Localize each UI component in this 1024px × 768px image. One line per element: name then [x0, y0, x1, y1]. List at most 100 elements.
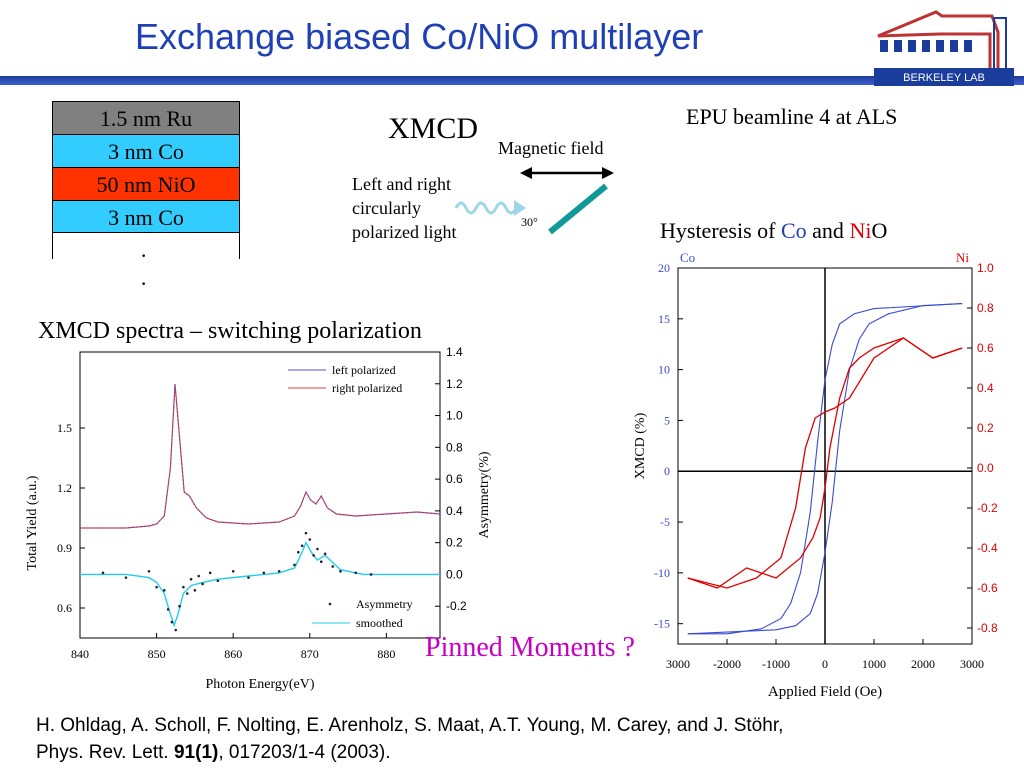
- y2-tick-label: -0.6: [977, 581, 998, 595]
- x-tick-label: 880: [377, 647, 395, 661]
- spectra-chart: 840 850 860 870 880 0.6 0.9 1.2 1.5 -0.2 0.0 0.2 0.4…: [25, 345, 492, 692]
- stack-continuation: [52, 233, 240, 259]
- y2-tick-label: -0.2: [977, 501, 998, 515]
- angle-label: 30°: [521, 215, 538, 229]
- legend-label-right: right polarized: [332, 381, 402, 395]
- x-tick-label: -2000: [713, 657, 741, 671]
- hyst-title-o: O: [871, 218, 888, 243]
- y-tick-label: -10: [654, 566, 670, 580]
- asymmetry-point: [323, 552, 327, 556]
- x-tick-label: 2000: [911, 657, 935, 671]
- asymmetry-point: [277, 569, 281, 573]
- asymmetry-point: [300, 544, 304, 548]
- x-tick-label: 840: [71, 647, 89, 661]
- co-axis-tag: Co: [680, 250, 695, 265]
- xmcd-label: XMCD: [388, 112, 479, 145]
- y2-tick-label: 0.8: [446, 440, 463, 454]
- spectra-title: XMCD spectra – switching polarization: [38, 318, 422, 344]
- light-line-3: polarized light: [352, 222, 457, 242]
- hyst-title-co: Co: [780, 218, 807, 243]
- berkeley-lab-logo: BERKELEY LAB: [874, 10, 1014, 86]
- y-tick-label: 0.6: [57, 601, 72, 615]
- logo-text: BERKELEY LAB: [903, 72, 985, 84]
- asymmetry-point: [331, 565, 335, 568]
- asymmetry-point: [308, 538, 312, 541]
- y2-tick-label: 0.0: [446, 567, 463, 581]
- x-axis-label: Photon Energy(eV): [206, 677, 315, 692]
- x-axis-label: Applied Field (Oe): [768, 684, 882, 700]
- y-axis-label: Total Yield (a.u.): [25, 475, 40, 570]
- y2-tick-label: -0.4: [977, 541, 998, 555]
- ni-axis-tag: Ni: [956, 250, 969, 265]
- asymmetry-point: [316, 547, 319, 551]
- y-tick-label: 5: [664, 413, 670, 427]
- y2-tick-label: 0.4: [977, 381, 994, 395]
- y2-tick-label: 0.6: [446, 472, 463, 486]
- y2-tick-label: -0.2: [446, 599, 467, 613]
- series-right-polarized: [80, 383, 441, 529]
- y-tick-label: 1.5: [57, 421, 72, 435]
- y-tick-label: 15: [658, 312, 670, 326]
- layer-stack: 1.5 nm Ru 3 nm Co 50 nm NiO 3 nm Co: [52, 101, 240, 259]
- asymmetry-point: [178, 604, 181, 608]
- layer-nio: 50 nm NiO: [52, 167, 240, 200]
- asymmetry-point: [312, 554, 315, 557]
- asymmetry-point: [304, 531, 308, 535]
- asymmetry-point: [296, 550, 300, 554]
- x-tick-label: 860: [224, 647, 242, 661]
- series-co-branch: [687, 303, 963, 635]
- legend-label-asymmetry: Asymmetry: [356, 597, 413, 611]
- asymmetry-point: [216, 579, 220, 583]
- y-tick-label: 0.9: [57, 541, 72, 555]
- y2-tick-label: 0.0: [977, 461, 994, 475]
- plot-frame: [79, 351, 441, 639]
- sample-plane: [548, 183, 608, 235]
- asymmetry-point: [197, 574, 201, 578]
- y-tick-label: 10: [658, 363, 670, 377]
- light-wave: [454, 201, 518, 215]
- asymmetry-point: [319, 560, 323, 564]
- beamline-label: EPU beamline 4 at ALS: [686, 104, 898, 129]
- asymmetry-point: [189, 577, 193, 581]
- series-ni-branch: [687, 337, 963, 589]
- series-co-branch: [687, 303, 963, 635]
- asymmetry-point: [124, 576, 128, 579]
- legend-marker-asymmetry: [328, 602, 332, 606]
- legend-label-smoothed: smoothed: [356, 616, 403, 630]
- x-tick-label: 870: [301, 647, 319, 661]
- stack-dots: · ·: [140, 243, 148, 296]
- asymmetry-point: [208, 571, 212, 575]
- y2-tick-label: 0.8: [977, 301, 994, 315]
- hysteresis-title: Hysteresis of Co and NiO: [660, 218, 887, 244]
- asymmetry-point: [354, 571, 358, 575]
- x-tick-label: 0: [822, 657, 828, 671]
- y2-tick-label: 0.4: [446, 504, 463, 518]
- x-tick-label: 850: [148, 647, 166, 661]
- x-tick-label: 1000: [862, 657, 886, 671]
- pinned-moments-label: Pinned Moments ?: [425, 632, 635, 663]
- asymmetry-point: [193, 589, 197, 592]
- asymmetry-point: [155, 585, 158, 589]
- series-ni-branch: [687, 337, 963, 589]
- y-tick-label: 0: [664, 464, 670, 478]
- asymmetry-point: [293, 563, 296, 567]
- light-description: Left and right circularly polarized ligh…: [352, 172, 456, 244]
- citation-journal: Phys. Rev. Lett.: [36, 742, 174, 763]
- asymmetry-point: [339, 569, 342, 573]
- y2-tick-label: 1.0: [977, 261, 994, 275]
- y-tick-label: 1.2: [57, 481, 72, 495]
- layer-co-bottom: 3 nm Co: [52, 200, 240, 233]
- asymmetry-point: [182, 585, 185, 589]
- asymmetry-point: [174, 628, 178, 632]
- asymmetry-point: [247, 576, 250, 579]
- x-tick-label: 3000: [666, 657, 690, 671]
- magnetic-field-label: Magnetic field: [498, 138, 604, 158]
- legend-label-left: left polarized: [332, 363, 396, 377]
- y-tick-label: -5: [660, 515, 670, 529]
- y2-axis-label: Asymmetry(%): [477, 451, 492, 538]
- asymmetry-point: [162, 589, 166, 592]
- citation-pages: , 017203/1-4 (2003).: [218, 742, 391, 763]
- series-smoothed: [80, 541, 440, 628]
- y2-tick-label: 1.4: [446, 345, 463, 359]
- asymmetry-point: [369, 573, 373, 576]
